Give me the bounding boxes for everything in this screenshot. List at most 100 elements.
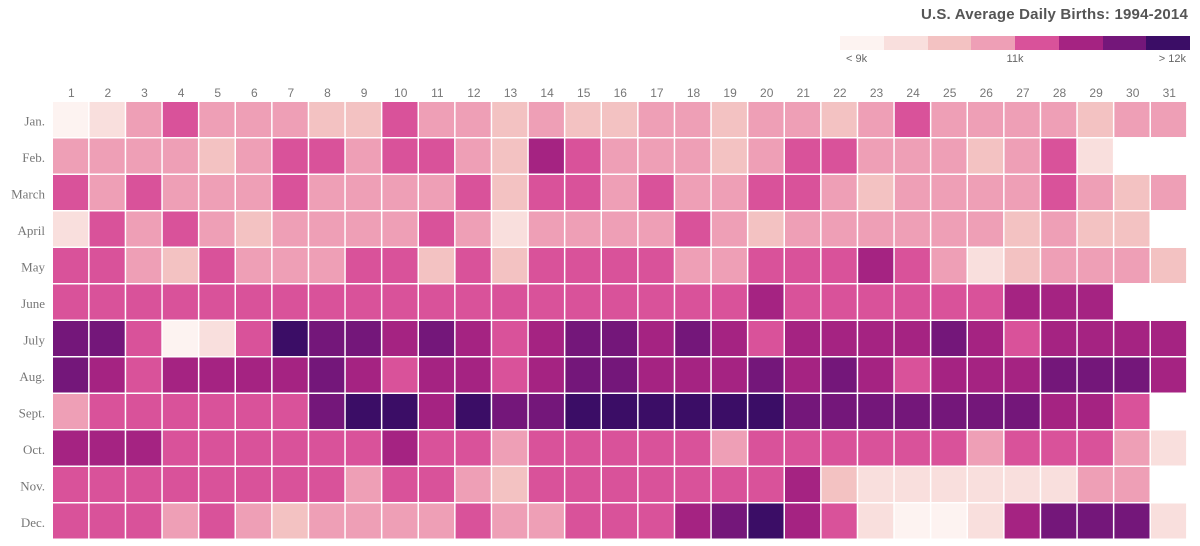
- heatmap-cell: [272, 138, 308, 174]
- heatmap-cell: [968, 321, 1004, 356]
- heatmap-cell: [528, 357, 564, 393]
- heatmap-cell: [785, 503, 821, 539]
- heatmap-cell: [382, 467, 418, 502]
- heatmap-cell: [821, 467, 857, 502]
- heatmap-cell: [931, 102, 967, 137]
- heatmap-cell: [492, 211, 528, 247]
- heatmap-cell: [53, 284, 89, 320]
- heatmap-cell: [638, 138, 674, 174]
- heatmap-cell: [1041, 357, 1077, 393]
- day-label: 8: [324, 86, 331, 100]
- heatmap-cell: [382, 430, 418, 466]
- heatmap-cell: [565, 248, 601, 283]
- day-label: 27: [1016, 86, 1030, 100]
- month-label: Feb.: [22, 150, 45, 165]
- heatmap-cell: [309, 102, 345, 137]
- heatmap-cell: [528, 175, 564, 210]
- heatmap-cell: [162, 102, 198, 137]
- heatmap-cell: [419, 138, 455, 174]
- heatmap-cell: [894, 284, 930, 320]
- heatmap-cell: [894, 248, 930, 283]
- heatmap-cell: [968, 102, 1004, 137]
- month-label: Nov.: [20, 478, 45, 493]
- heatmap-cell: [236, 211, 272, 247]
- heatmap-cell: [1077, 175, 1113, 210]
- heatmap-cell: [199, 321, 235, 356]
- heatmap-cell: [492, 467, 528, 502]
- heatmap-cell: [894, 321, 930, 356]
- heatmap-cell: [675, 430, 711, 466]
- day-label: 13: [504, 86, 518, 100]
- heatmap-cell: [162, 430, 198, 466]
- heatmap-cell: [785, 430, 821, 466]
- heatmap-cell: [711, 394, 747, 429]
- heatmap-cell: [1041, 284, 1077, 320]
- heatmap-cell: [236, 138, 272, 174]
- heatmap-cell: [53, 503, 89, 539]
- heatmap-cell: [894, 175, 930, 210]
- heatmap-cell: [1041, 211, 1077, 247]
- month-label: Dec.: [21, 515, 45, 530]
- heatmap-cell: [455, 102, 491, 137]
- heatmap-cell: [419, 430, 455, 466]
- legend-swatch: [927, 36, 972, 50]
- heatmap-cell: [309, 248, 345, 283]
- heatmap-cell: [1077, 102, 1113, 137]
- heatmap-cell: [638, 248, 674, 283]
- heatmap-cell: [492, 138, 528, 174]
- heatmap-cell: [894, 503, 930, 539]
- heatmap-cell: [1004, 138, 1040, 174]
- heatmap-cell: [565, 321, 601, 356]
- heatmap-cell: [894, 430, 930, 466]
- heatmap-cell: [53, 357, 89, 393]
- heatmap-cell: [1114, 175, 1150, 210]
- heatmap-cell: [382, 102, 418, 137]
- day-label: 20: [760, 86, 774, 100]
- heatmap-cell: [968, 284, 1004, 320]
- heatmap-cell: [345, 503, 381, 539]
- heatmap-cell: [1041, 248, 1077, 283]
- heatmap-cell: [126, 357, 162, 393]
- day-label: 5: [214, 86, 221, 100]
- heatmap-cell: [1041, 467, 1077, 502]
- heatmap-cell: [602, 211, 638, 247]
- heatmap-cell: [236, 175, 272, 210]
- heatmap-cell: [528, 284, 564, 320]
- heatmap-cell: [455, 211, 491, 247]
- heatmap-cell: [272, 102, 308, 137]
- heatmap-cell: [931, 394, 967, 429]
- heatmap-cell: [89, 394, 125, 429]
- heatmap-cell: [162, 248, 198, 283]
- heatmap-cell: [968, 175, 1004, 210]
- heatmap-cell: [89, 211, 125, 247]
- heatmap-cell: [748, 503, 784, 539]
- heatmap-cell: [53, 175, 89, 210]
- heatmap-cell: [199, 357, 235, 393]
- legend-swatch: [840, 36, 884, 50]
- heatmap-cell: [382, 321, 418, 356]
- day-label: 18: [687, 86, 701, 100]
- heatmap-cell: [675, 211, 711, 247]
- heatmap-cell: [53, 211, 89, 247]
- heatmap-cell: [711, 138, 747, 174]
- heatmap-cell: [675, 394, 711, 429]
- heatmap-cell: [638, 430, 674, 466]
- heatmap-cell: [638, 467, 674, 502]
- heatmap-cell: [821, 503, 857, 539]
- heatmap-cell: [602, 248, 638, 283]
- heatmap-cell: [821, 357, 857, 393]
- day-label: 3: [141, 86, 148, 100]
- heatmap-cell: [309, 175, 345, 210]
- heatmap-cell: [419, 503, 455, 539]
- heatmap-cell: [1151, 248, 1187, 283]
- heatmap-cell: [1114, 467, 1150, 502]
- heatmap-cell: [455, 138, 491, 174]
- heatmap-cell: [162, 503, 198, 539]
- heatmap-cell: [821, 284, 857, 320]
- heatmap-cell: [1004, 357, 1040, 393]
- heatmap-cell: [528, 321, 564, 356]
- heatmap-cell: [199, 430, 235, 466]
- heatmap-cell: [748, 284, 784, 320]
- heatmap-cell: [236, 321, 272, 356]
- heatmap-cell: [785, 138, 821, 174]
